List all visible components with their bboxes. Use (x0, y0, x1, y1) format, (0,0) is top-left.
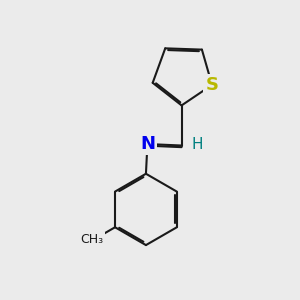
Text: S: S (206, 76, 218, 94)
Text: CH₃: CH₃ (80, 233, 103, 246)
Text: N: N (140, 135, 155, 153)
Text: H: H (191, 136, 202, 152)
